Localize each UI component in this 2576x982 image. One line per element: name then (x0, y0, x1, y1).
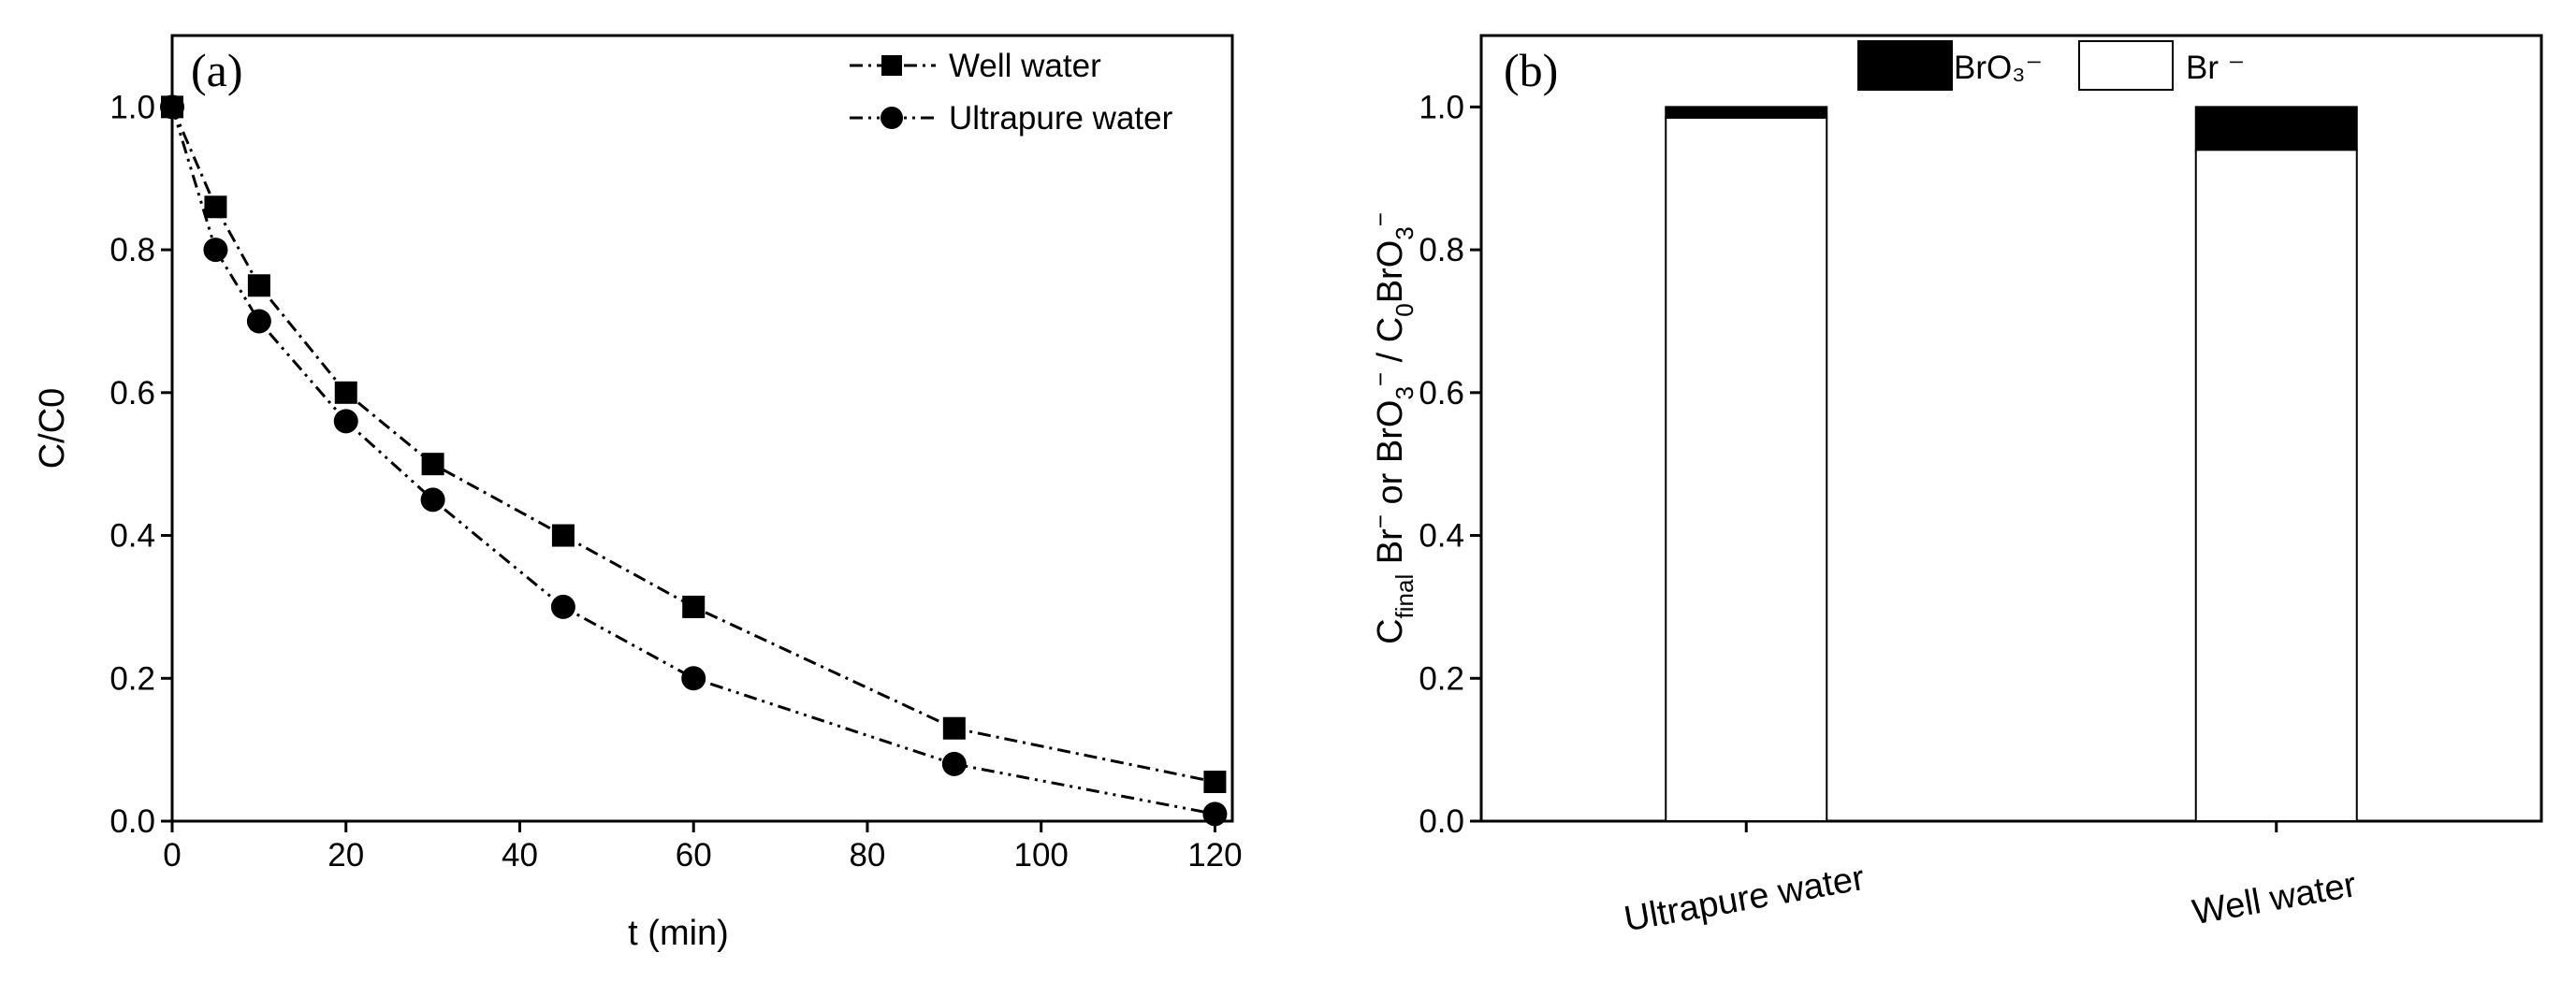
panel-a-y-tick-label: 1.0 (109, 89, 155, 125)
panel-a-x-tick-label: 80 (849, 837, 885, 874)
panel-a-x-tick-label: 120 (1187, 837, 1242, 874)
panel-b-y-tick-label: 0.0 (1419, 803, 1464, 840)
panel-a-label: (a) (191, 44, 243, 96)
panel-b-plot-frame (1479, 34, 2543, 823)
data-point-well-water (334, 381, 357, 404)
legend-label-bromate: BrO₃⁻ (1954, 50, 2043, 86)
data-point-ultrapure-water (420, 487, 445, 513)
panel-b-y-tick-label: 0.8 (1419, 232, 1464, 268)
data-point-ultrapure-water (160, 94, 184, 120)
data-point-well-water (247, 274, 270, 297)
panel-b-y-axis-title: Cfinal Br− or BrO3− / C0BrO3− (1366, 212, 1419, 644)
panel-a-legend: Well water Ultrapure water (850, 48, 1173, 137)
panel-b-stacked-bar-chart: (b) 0.0 0.2 0.4 0.6 0.8 1.0 Ultrapure water We… (1366, 34, 2543, 940)
legend-marker-square (881, 55, 902, 76)
data-point-well-water (204, 195, 227, 219)
panel-a-y-tick-label: 0.6 (109, 375, 155, 412)
panel-a-x-axis-title: t (min) (628, 914, 729, 953)
panel-b-bars (1665, 106, 2358, 823)
data-point-ultrapure-water (246, 309, 271, 334)
bar-segment-bromate-well-water (2194, 106, 2358, 152)
data-point-well-water (682, 595, 706, 618)
panel-a-ticks: 0.0 0.2 0.4 0.6 0.8 1.0 0 20 40 60 80 100 120 (109, 89, 1242, 874)
data-point-well-water (942, 716, 966, 740)
legend-label-well-water: Well water (949, 48, 1101, 84)
panel-a-y-tick-label: 0.4 (109, 518, 155, 555)
data-point-well-water (551, 524, 575, 547)
panel-a-line-chart: (a) 0.0 0.2 0.4 0.6 0.8 1.0 0 20 40 60 80 100 120 t … (33, 34, 1243, 953)
panel-b-y-tick-label: 0.2 (1419, 660, 1464, 697)
data-point-ultrapure-water (681, 666, 706, 691)
panel-a-markers (160, 94, 1228, 827)
legend-label-bromide: Br ⁻ (2186, 50, 2245, 86)
panel-b-y-tick-label: 1.0 (1419, 89, 1464, 125)
panel-a-x-tick-label: 40 (502, 837, 538, 874)
panel-a-y-tick-label: 0.2 (109, 660, 155, 697)
bar-segment-bromide-well-water (2194, 149, 2358, 822)
panel-b-category-labels: Ultrapure water Well water (1622, 859, 2360, 940)
panel-b-ticks: 0.0 0.2 0.4 0.6 0.8 1.0 (1419, 89, 2278, 840)
panel-a-x-tick-label: 0 (163, 837, 181, 874)
data-point-ultrapure-water (941, 751, 967, 776)
data-point-ultrapure-water (1202, 801, 1228, 827)
category-label: Well water (2190, 865, 2360, 932)
bar-segment-bromate-ultrapure-water (1665, 106, 1828, 119)
legend-swatch-bromate (1857, 40, 1953, 91)
data-point-ultrapure-water (333, 409, 358, 434)
bar-segment-bromide-ultrapure-water (1665, 116, 1828, 823)
panel-b-label: (b) (1504, 44, 1558, 96)
category-label: Ultrapure water (1622, 859, 1868, 940)
panel-b-y-tick-label: 0.6 (1419, 375, 1464, 412)
panel-a-y-tick-label: 0.8 (109, 232, 155, 268)
panel-b-legend: BrO₃⁻ Br ⁻ (1857, 40, 2245, 91)
data-point-well-water (1203, 771, 1227, 793)
panel-a-x-tick-label: 100 (1013, 837, 1068, 874)
panel-a-plot-frame (170, 34, 1234, 823)
legend-marker-circle (880, 107, 903, 129)
panel-a-y-axis-title: C/C0 (33, 388, 72, 469)
panel-a-x-tick-label: 20 (327, 837, 364, 874)
data-point-well-water (421, 453, 444, 476)
data-point-ultrapure-water (550, 594, 575, 619)
panel-a-x-tick-label: 60 (676, 837, 712, 874)
data-point-ultrapure-water (203, 238, 228, 263)
panel-b-y-tick-label: 0.4 (1419, 518, 1464, 555)
legend-swatch-bromide (2078, 40, 2174, 91)
panel-a-y-tick-label: 0.0 (109, 803, 155, 840)
legend-label-ultrapure-water: Ultrapure water (949, 100, 1173, 137)
series-line-well-water (170, 106, 1215, 784)
